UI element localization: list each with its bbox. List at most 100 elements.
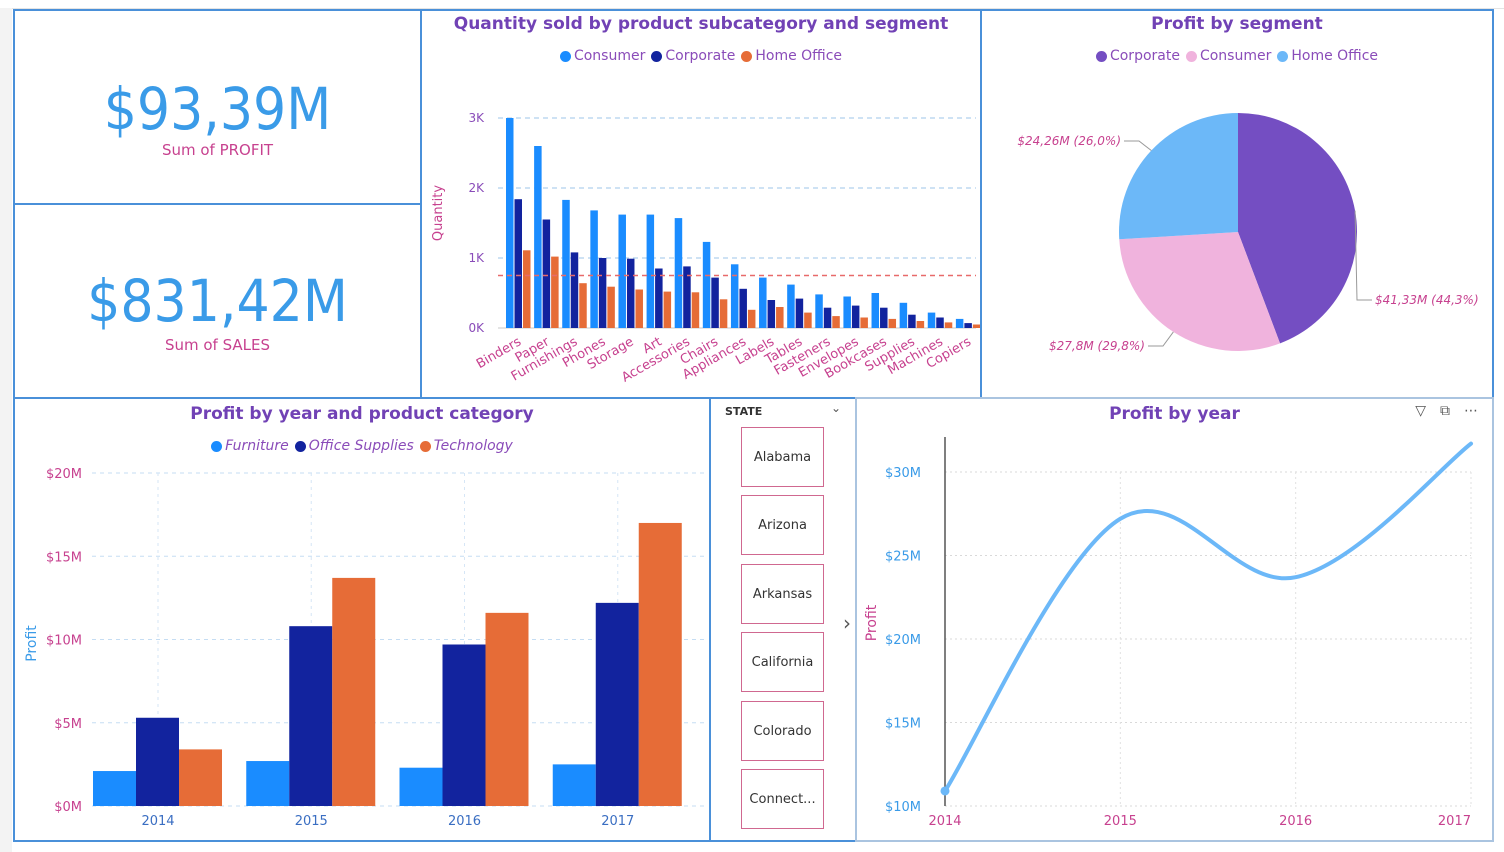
legend-item-furniture[interactable]: Furniture	[211, 438, 289, 454]
legend-item-home-office[interactable]: Home Office	[1277, 48, 1378, 64]
x-tick-label: 2017	[1438, 814, 1471, 829]
bar-tables-consumer	[787, 284, 795, 328]
slicer-item-arizona[interactable]: Arizona	[741, 495, 824, 555]
legend-item-home-office[interactable]: Home Office	[741, 48, 842, 64]
pie-slice-corporate	[1238, 113, 1357, 344]
leader-line	[1354, 210, 1372, 301]
kpi-profit-value: $93,39M	[103, 75, 332, 143]
bar-fasteners-corporate	[823, 307, 832, 328]
bar-2014-office-supplies	[136, 717, 179, 806]
bar-storage-home-office	[635, 289, 643, 328]
quantity-bar-chart: 0K1K2K3KQuantityBindersPaperFurnishingsP…	[431, 111, 980, 386]
bar-copiers-corporate	[964, 323, 972, 328]
bar-2016-office-supplies	[442, 644, 486, 806]
bar-art-consumer	[646, 214, 655, 328]
slicer-item-arkansas[interactable]: Arkansas	[741, 564, 824, 624]
more-options-icon[interactable]: ⋯	[1464, 403, 1478, 419]
chevron-down-icon[interactable]: ⌄	[830, 401, 841, 415]
legend-label: Home Office	[1291, 48, 1379, 64]
filter-icon[interactable]: ▽	[1415, 403, 1426, 419]
bar-chairs-consumer	[702, 241, 711, 328]
slicer-item-connecticut[interactable]: Connect...	[741, 769, 824, 829]
bar-paper-corporate	[542, 219, 551, 328]
pie-data-label: $41,33M (44,3%)	[1375, 293, 1479, 307]
y-tick-label: $0M	[54, 800, 82, 815]
bar-labels-home-office	[776, 307, 784, 328]
y-tick-label: 0K	[468, 321, 485, 335]
bar-tables-home-office	[804, 312, 812, 328]
kpi-card-profit[interactable]: $93,39M Sum of PROFIT	[13, 9, 422, 205]
bar-furnishings-home-office	[579, 283, 587, 328]
slicer-item-alabama[interactable]: Alabama	[741, 427, 824, 487]
legend-item-corporate[interactable]: Corporate	[1095, 48, 1180, 64]
profit-line-chart: $10M $15M $20M $25M $30M Profit 2014 2015 2016 20…	[864, 437, 1473, 829]
bar-furnishings-corporate	[570, 252, 579, 328]
bar-appliances-home-office	[747, 309, 756, 328]
bar-storage-corporate	[626, 258, 635, 328]
y-tick-label: $30M	[885, 466, 921, 481]
legend-label: Technology	[433, 438, 513, 454]
bar-2016-furniture	[399, 767, 443, 806]
bar-2014-furniture	[93, 771, 136, 806]
legend-item-consumer[interactable]: Consumer	[1185, 48, 1272, 64]
legend-dot	[1185, 50, 1197, 62]
legend-dot	[419, 440, 431, 452]
bar-chairs-corporate	[711, 277, 719, 328]
category-chart-panel[interactable]: Profit by year and product category Furn…	[13, 397, 711, 842]
x-tick-label: 2014	[928, 814, 961, 829]
legend-item-consumer[interactable]: Consumer	[559, 48, 646, 64]
left-edge-strip	[0, 8, 12, 852]
bar-art-corporate	[655, 268, 663, 328]
bar-furnishings-consumer	[562, 199, 570, 328]
data-point-2014	[940, 786, 950, 796]
state-slicer-panel[interactable]: STATE ⌄ Alabama Arizona Arkansas Califor…	[709, 397, 857, 842]
legend-label: Furniture	[225, 438, 289, 454]
chevron-right-icon[interactable]: ›	[843, 611, 851, 635]
kpi-card-sales[interactable]: $831,42M Sum of SALES	[13, 203, 422, 399]
x-tick-label: 2015	[295, 814, 328, 829]
bar-2015-furniture	[246, 761, 290, 806]
legend-label: Consumer	[573, 48, 646, 64]
pie-chart-panel[interactable]: Profit by segment Corporate Consumer Hom…	[980, 9, 1494, 399]
bar-binders-consumer	[506, 118, 514, 328]
y-tick-label: 1K	[468, 251, 485, 265]
legend-item-office-supplies[interactable]: Office Supplies	[294, 438, 414, 454]
kpi-sales-label: Sum of SALES	[164, 336, 271, 354]
pie-chart-title: Profit by segment	[1151, 14, 1323, 34]
bar-appliances-consumer	[730, 264, 739, 328]
bar-tables-corporate	[795, 298, 804, 328]
bar-supplies-corporate	[908, 314, 916, 328]
slicer-item-colorado[interactable]: Colorado	[741, 701, 824, 761]
bar-2016-technology	[485, 612, 529, 806]
visual-header-icons: ▽ ⧉ ⋯	[1415, 403, 1478, 419]
bar-phones-consumer	[590, 210, 598, 328]
category-chart-legend: Furniture Office Supplies Technology	[15, 438, 709, 454]
legend-dot	[1277, 50, 1289, 62]
bar-2017-technology	[638, 522, 682, 806]
x-tick-label: 2016	[448, 814, 481, 829]
slicer-header: STATE	[725, 405, 763, 418]
legend-label: Corporate	[1109, 48, 1180, 64]
bar-supplies-consumer	[899, 302, 908, 328]
line-chart-panel[interactable]: Profit by year ▽ ⧉ ⋯ $10M $15M $20M $25M $30…	[855, 397, 1494, 842]
legend-item-technology[interactable]: Technology	[419, 438, 513, 454]
quantity-chart-panel[interactable]: Quantity sold by product subcategory and…	[420, 9, 982, 399]
legend-item-corporate[interactable]: Corporate	[651, 48, 735, 64]
bar-fasteners-consumer	[815, 294, 823, 328]
bar-envelopes-home-office	[860, 317, 868, 328]
y-tick-label: $25M	[885, 550, 921, 565]
quantity-chart-legend: Consumer Corporate Home Office	[422, 48, 980, 64]
legend-label: Home Office	[755, 48, 843, 64]
x-tick-label: 2015	[1104, 814, 1137, 829]
focus-mode-icon[interactable]: ⧉	[1440, 403, 1450, 419]
slicer-item-california[interactable]: California	[741, 632, 824, 692]
legend-label: Consumer	[1199, 48, 1272, 64]
kpi-profit-label: Sum of PROFIT	[161, 141, 274, 159]
bar-2014-technology	[179, 749, 222, 806]
y-tick-label: 2K	[468, 181, 485, 195]
pie-chart-legend: Corporate Consumer Home Office	[982, 48, 1492, 64]
kpi-sales-value: $831,42M	[87, 267, 348, 335]
bar-art-home-office	[663, 291, 672, 328]
legend-dot	[651, 50, 663, 62]
leader-line	[1148, 331, 1174, 347]
